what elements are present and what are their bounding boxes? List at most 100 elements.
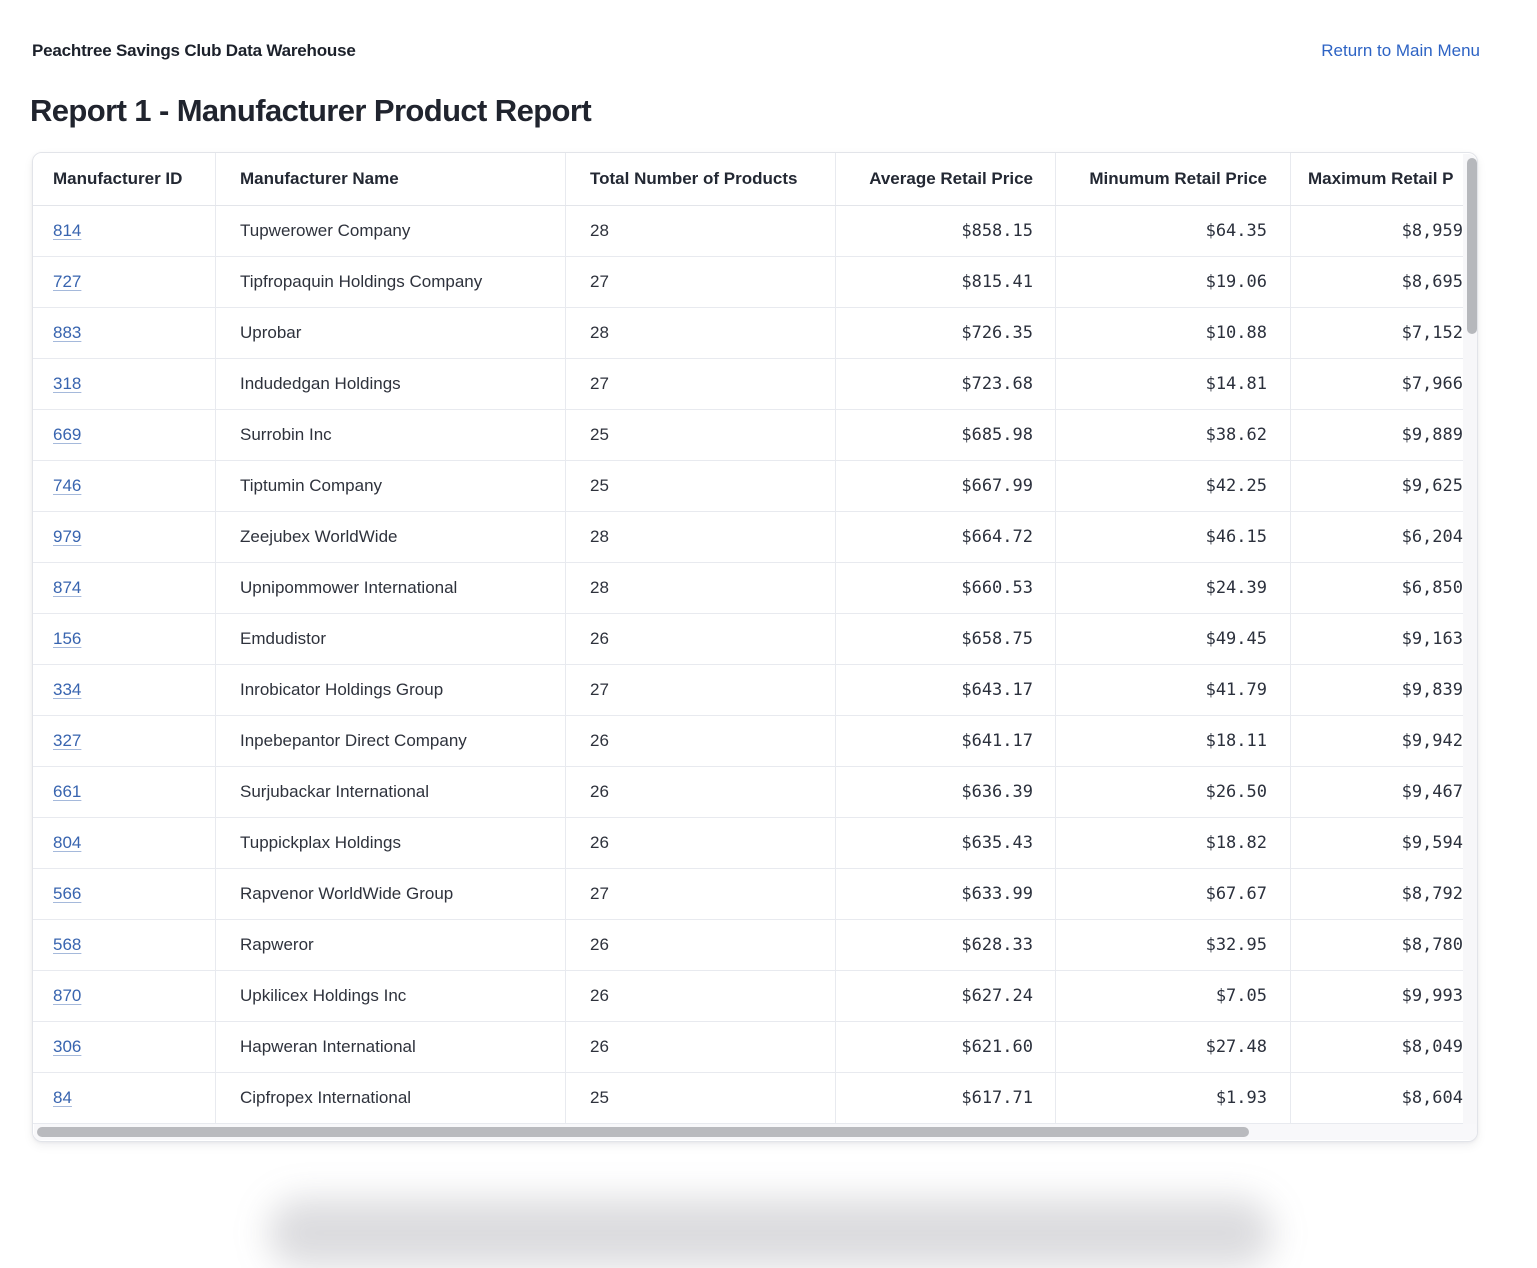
table-row: 318 Indudedgan Holdings 27 $723.68 $14.8…: [33, 359, 1463, 410]
total-products-cell: 26: [566, 1022, 836, 1072]
minumum-retail-price-cell: $19.06: [1056, 257, 1291, 307]
app-title: Peachtree Savings Club Data Warehouse: [32, 41, 356, 60]
manufacturer-id-cell: 306: [33, 1022, 216, 1072]
manufacturer-name-cell: Indudedgan Holdings: [216, 359, 566, 409]
minumum-retail-price-cell: $18.11: [1056, 716, 1291, 766]
maximum-retail-price-cell: $9,625: [1401, 476, 1463, 496]
manufacturer-name-cell: Upkilicex Holdings Inc: [216, 971, 566, 1021]
manufacturer-name-cell: Cipfropex International: [216, 1073, 566, 1123]
manufacturer-name-cell: Rapvenor WorldWide Group: [216, 869, 566, 919]
vertical-scrollbar-track[interactable]: [1463, 154, 1477, 1140]
manufacturer-name-cell: Zeejubex WorldWide: [216, 512, 566, 562]
manufacturer-id-link[interactable]: 568: [53, 935, 82, 954]
table-row: 814 Tupwerower Company 28 $858.15 $64.35…: [33, 206, 1463, 257]
manufacturer-name-cell: Surrobin Inc: [216, 410, 566, 460]
minumum-retail-price-cell: $49.45: [1056, 614, 1291, 664]
average-retail-price-cell: $664.72: [836, 512, 1056, 562]
table-row: 334 Inrobicator Holdings Group 27 $643.1…: [33, 665, 1463, 716]
average-retail-price-cell: $635.43: [836, 818, 1056, 868]
manufacturer-id-link[interactable]: 883: [53, 323, 82, 342]
manufacturer-id-link[interactable]: 306: [53, 1037, 82, 1056]
manufacturer-id-cell: 883: [33, 308, 216, 358]
table-body: 814 Tupwerower Company 28 $858.15 $64.35…: [33, 206, 1463, 1124]
manufacturer-name-cell: Upnipommower International: [216, 563, 566, 613]
total-products-cell: 25: [566, 1073, 836, 1123]
table-row: 84 Cipfropex International 25 $617.71 $1…: [33, 1073, 1463, 1124]
maximum-retail-price-cell: $9,594: [1401, 833, 1463, 853]
manufacturer-id-link[interactable]: 804: [53, 833, 82, 852]
average-retail-price-cell: $621.60: [836, 1022, 1056, 1072]
average-retail-price-cell: $643.17: [836, 665, 1056, 715]
average-retail-price-cell: $658.75: [836, 614, 1056, 664]
manufacturer-id-link[interactable]: 814: [53, 221, 82, 240]
manufacturer-id-cell: 327: [33, 716, 216, 766]
horizontal-scrollbar-thumb[interactable]: [37, 1127, 1249, 1137]
manufacturer-id-link[interactable]: 84: [53, 1088, 72, 1107]
table-row: 979 Zeejubex WorldWide 28 $664.72 $46.15…: [33, 512, 1463, 563]
manufacturer-id-link[interactable]: 669: [53, 425, 82, 444]
table-row: 870 Upkilicex Holdings Inc 26 $627.24 $7…: [33, 971, 1463, 1022]
total-products-cell: 25: [566, 410, 836, 460]
average-retail-price-cell: $627.24: [836, 971, 1056, 1021]
column-header-total-products: Total Number of Products: [566, 153, 836, 205]
manufacturer-id-link[interactable]: 661: [53, 782, 82, 801]
manufacturer-id-link[interactable]: 746: [53, 476, 82, 495]
maximum-retail-price-cell: $9,163: [1401, 629, 1463, 649]
report-table-card: Manufacturer ID Manufacturer Name Total …: [32, 152, 1478, 1142]
minumum-retail-price-cell: $32.95: [1056, 920, 1291, 970]
table-row: 746 Tiptumin Company 25 $667.99 $42.25 $…: [33, 461, 1463, 512]
manufacturer-id-link[interactable]: 979: [53, 527, 82, 546]
minumum-retail-price-cell: $18.82: [1056, 818, 1291, 868]
total-products-cell: 26: [566, 818, 836, 868]
manufacturer-id-link[interactable]: 318: [53, 374, 82, 393]
maximum-retail-price-cell: $9,942: [1401, 731, 1463, 751]
total-products-cell: 26: [566, 767, 836, 817]
average-retail-price-cell: $633.99: [836, 869, 1056, 919]
manufacturer-id-link[interactable]: 870: [53, 986, 82, 1005]
average-retail-price-cell: $685.98: [836, 410, 1056, 460]
report-page: { "header": { "app_title": "Peachtree Sa…: [30, 41, 1480, 1268]
manufacturer-id-cell: 669: [33, 410, 216, 460]
manufacturer-name-cell: Inrobicator Holdings Group: [216, 665, 566, 715]
manufacturer-id-link[interactable]: 327: [53, 731, 82, 750]
minumum-retail-price-cell: $7.05: [1056, 971, 1291, 1021]
column-header-minumum-retail-price: Minumum Retail Price: [1056, 153, 1291, 205]
maximum-retail-price-cell: $8,604: [1401, 1088, 1463, 1108]
table-row: 883 Uprobar 28 $726.35 $10.88 $7,152: [33, 308, 1463, 359]
maximum-retail-price-cell: $9,839: [1401, 680, 1463, 700]
total-products-cell: 26: [566, 971, 836, 1021]
manufacturer-id-cell: 566: [33, 869, 216, 919]
manufacturer-id-link[interactable]: 727: [53, 272, 82, 291]
total-products-cell: 27: [566, 869, 836, 919]
table-row: 661 Surjubackar International 26 $636.39…: [33, 767, 1463, 818]
manufacturer-id-link[interactable]: 334: [53, 680, 82, 699]
manufacturer-id-cell: 318: [33, 359, 216, 409]
average-retail-price-cell: $628.33: [836, 920, 1056, 970]
minumum-retail-price-cell: $64.35: [1056, 206, 1291, 256]
manufacturer-id-cell: 84: [33, 1073, 216, 1123]
manufacturer-name-cell: Emdudistor: [216, 614, 566, 664]
maximum-retail-price-cell: $9,993: [1401, 986, 1463, 1006]
manufacturer-id-link[interactable]: 156: [53, 629, 82, 648]
maximum-retail-price-cell: $6,850: [1401, 578, 1463, 598]
manufacturer-id-link[interactable]: 566: [53, 884, 82, 903]
table-row: 566 Rapvenor WorldWide Group 27 $633.99 …: [33, 869, 1463, 920]
dock-shadow: [268, 1198, 1273, 1268]
manufacturer-id-link[interactable]: 874: [53, 578, 82, 597]
average-retail-price-cell: $815.41: [836, 257, 1056, 307]
total-products-cell: 27: [566, 359, 836, 409]
table-row: 727 Tipfropaquin Holdings Company 27 $81…: [33, 257, 1463, 308]
total-products-cell: 26: [566, 920, 836, 970]
manufacturer-name-cell: Uprobar: [216, 308, 566, 358]
total-products-cell: 26: [566, 614, 836, 664]
average-retail-price-cell: $617.71: [836, 1073, 1056, 1123]
table-row: 156 Emdudistor 26 $658.75 $49.45 $9,163: [33, 614, 1463, 665]
maximum-retail-price-cell: $8,695: [1401, 272, 1463, 292]
vertical-scrollbar-thumb[interactable]: [1467, 158, 1477, 334]
minumum-retail-price-cell: $41.79: [1056, 665, 1291, 715]
average-retail-price-cell: $667.99: [836, 461, 1056, 511]
total-products-cell: 28: [566, 512, 836, 562]
return-to-main-menu-link[interactable]: Return to Main Menu: [1321, 41, 1480, 60]
total-products-cell: 27: [566, 665, 836, 715]
manufacturer-id-cell: 979: [33, 512, 216, 562]
